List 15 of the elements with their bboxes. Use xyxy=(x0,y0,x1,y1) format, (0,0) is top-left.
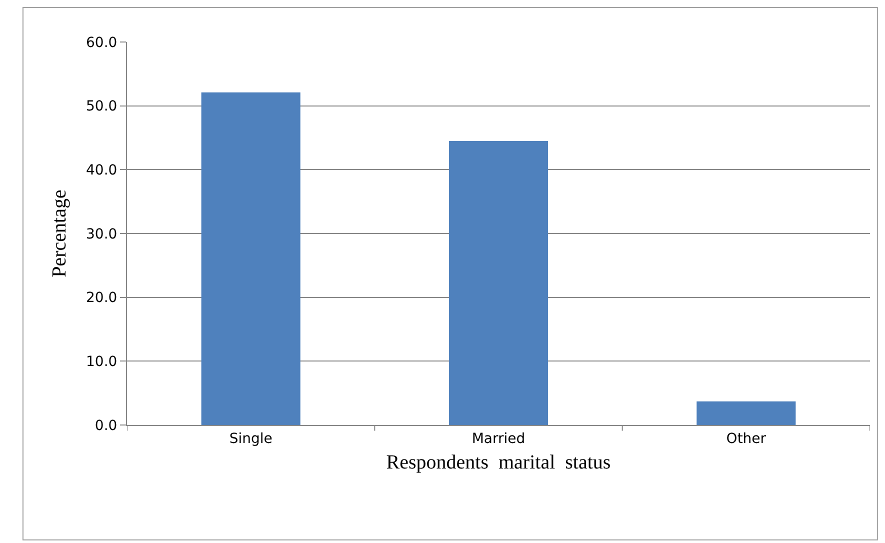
y-axis-title: Percentage xyxy=(48,190,71,278)
bar xyxy=(448,140,548,425)
bar xyxy=(201,92,300,425)
y-tick-label: 20.0 xyxy=(86,290,118,306)
bar xyxy=(696,401,796,425)
x-axis-title: Respondents marital status xyxy=(386,451,611,474)
y-tick-label: 60.0 xyxy=(86,34,118,51)
y-tick-label: 0.0 xyxy=(94,418,118,434)
x-tick-label: Other xyxy=(726,430,766,447)
x-tick-label: Married xyxy=(472,430,526,447)
y-tick-label: 40.0 xyxy=(86,162,118,179)
x-tick-label: Single xyxy=(229,430,272,447)
y-tick-label: 10.0 xyxy=(86,354,118,370)
y-tick-label: 30.0 xyxy=(86,226,118,242)
y-tick-label: 50.0 xyxy=(86,98,118,115)
